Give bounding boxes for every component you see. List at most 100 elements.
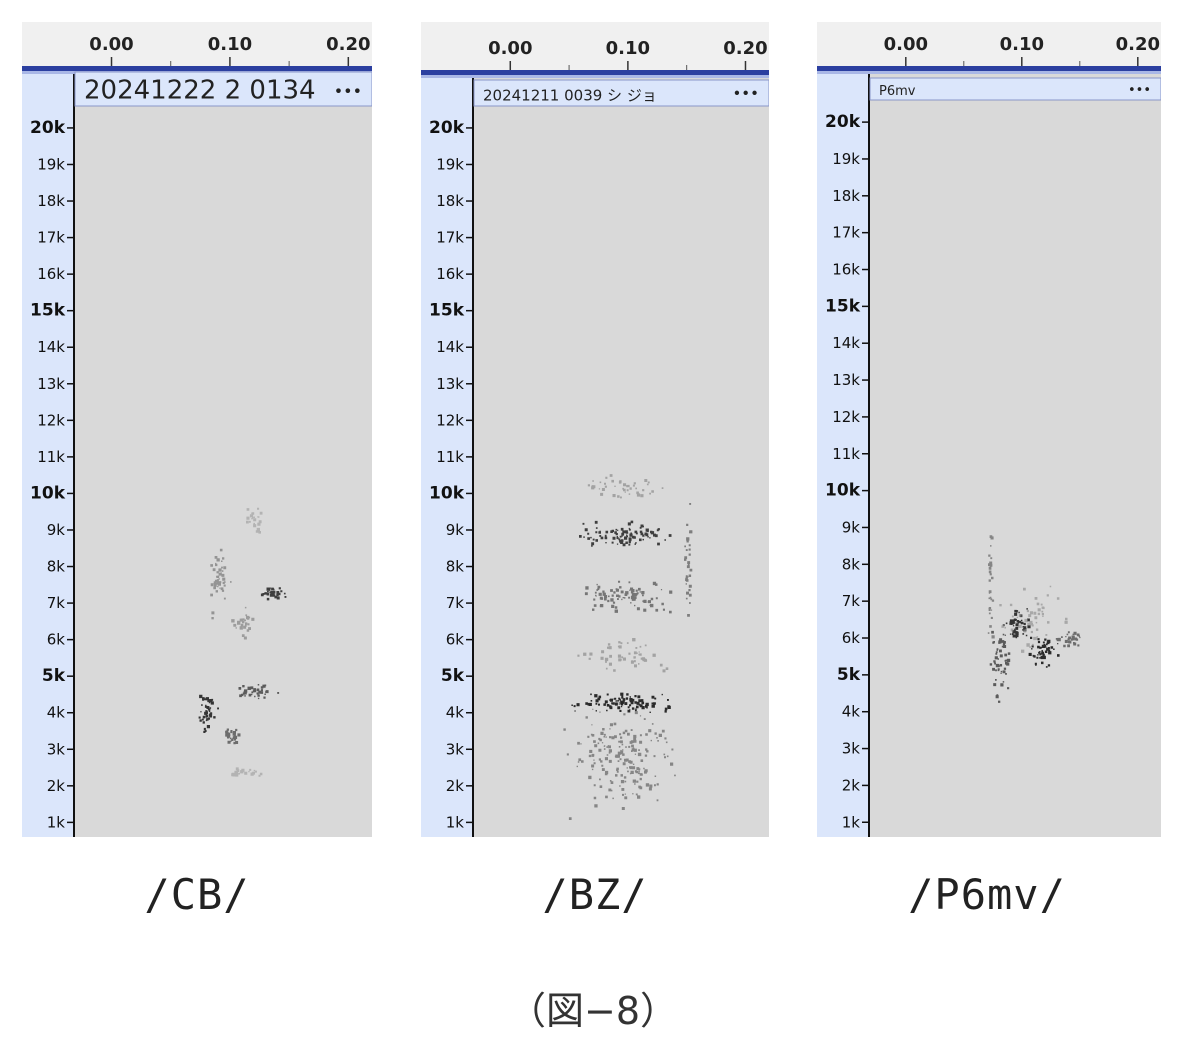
frequency-tick-label: 5k bbox=[42, 666, 66, 686]
frequency-tick-label: 2k bbox=[842, 776, 861, 794]
frequency-tick-label: 20k bbox=[429, 118, 465, 138]
frequency-axis-sidebar bbox=[817, 74, 869, 837]
energy-region bbox=[579, 520, 672, 547]
time-tick-label: 0.00 bbox=[89, 34, 133, 55]
frequency-tick-label: 6k bbox=[446, 631, 465, 649]
energy-region bbox=[246, 507, 263, 534]
frequency-tick-label: 20k bbox=[825, 112, 861, 132]
frequency-tick-label: 12k bbox=[37, 411, 65, 429]
frequency-tick-label: 11k bbox=[37, 448, 65, 466]
frequency-tick-label: 13k bbox=[832, 371, 860, 389]
track-title: P6mv bbox=[879, 84, 916, 99]
energy-region bbox=[999, 585, 1068, 653]
frequency-tick-label: 11k bbox=[436, 448, 464, 466]
track-title-bar[interactable] bbox=[869, 77, 1161, 101]
ruler-border bbox=[22, 66, 372, 71]
time-tick-label: 0.20 bbox=[723, 38, 767, 59]
frequency-tick-label: 4k bbox=[47, 704, 66, 722]
frequency-tick-label: 9k bbox=[446, 521, 465, 539]
track-title-bar[interactable] bbox=[473, 79, 769, 107]
spectrogram-background bbox=[421, 22, 769, 837]
frequency-tick-label: 15k bbox=[429, 301, 465, 321]
frequency-tick-label: 19k bbox=[37, 155, 65, 173]
frequency-tick-label: 6k bbox=[842, 629, 861, 647]
frequency-tick-label: 1k bbox=[47, 813, 66, 831]
frequency-tick-label: 16k bbox=[436, 265, 464, 283]
frequency-tick-label: 15k bbox=[825, 296, 861, 316]
track-menu-icon[interactable]: ••• bbox=[334, 81, 362, 100]
frequency-tick-label: 19k bbox=[832, 150, 860, 168]
frequency-tick-label: 13k bbox=[436, 375, 464, 393]
ruler-border bbox=[421, 70, 769, 75]
spectrogram-view: 20241222 2 0134 ••• 0.00 0.10 0.20 20k 19k 18k 1… bbox=[22, 22, 372, 837]
frequency-tick-label: 4k bbox=[842, 703, 861, 721]
spectrogram-panel-bz: 20241211 0039 シ ジョ ••• 0.00 0.10 0.20 20k 19k 1… bbox=[421, 22, 769, 837]
frequency-tick-label: 17k bbox=[832, 224, 860, 242]
frequency-tick-label: 9k bbox=[842, 518, 861, 536]
time-tick-label: 0.10 bbox=[1000, 34, 1044, 55]
frequency-tick-label: 12k bbox=[832, 408, 860, 426]
energy-region bbox=[1028, 636, 1060, 668]
ruler-border-light bbox=[817, 71, 1161, 74]
frequency-tick-label: 5k bbox=[441, 666, 465, 686]
frequency-tick-label: 17k bbox=[37, 229, 65, 247]
frequency-tick-label: 7k bbox=[47, 594, 66, 612]
frequency-tick-label: 16k bbox=[37, 265, 65, 283]
energy-region bbox=[684, 503, 693, 617]
energy-region bbox=[225, 728, 241, 745]
frequency-tick-label: 14k bbox=[37, 338, 65, 356]
frequency-tick-label: 17k bbox=[436, 229, 464, 247]
energy-region bbox=[987, 535, 995, 639]
spectrogram-view: P6mv ••• 0.00 0.10 0.20 20k 19k 18k 17k 16k 15k 14k… bbox=[817, 22, 1161, 837]
energy-region bbox=[989, 624, 1011, 703]
time-ruler bbox=[421, 22, 769, 70]
energy-region bbox=[231, 767, 263, 777]
frequency-tick-label: 14k bbox=[832, 334, 860, 352]
time-tick-label: 0.10 bbox=[606, 38, 650, 59]
ruler-border-light bbox=[421, 75, 769, 78]
time-tick-label: 0.20 bbox=[1116, 34, 1160, 55]
frequency-tick-label: 13k bbox=[37, 375, 65, 393]
track-title: 20241211 0039 シ ジョ bbox=[483, 86, 657, 104]
energy-region bbox=[198, 694, 219, 733]
frequency-tick-label: 16k bbox=[832, 261, 860, 279]
time-tick-label: 0.00 bbox=[488, 38, 532, 59]
frequency-tick-label: 12k bbox=[436, 411, 464, 429]
frequency-tick-label: 2k bbox=[47, 777, 66, 795]
frequency-tick-label: 10k bbox=[429, 483, 465, 503]
frequency-tick-label: 15k bbox=[30, 301, 66, 321]
energy-region bbox=[238, 684, 280, 700]
spectrogram-energy bbox=[563, 474, 693, 820]
frequency-tick-label: 10k bbox=[30, 483, 66, 503]
spectrogram-view: 20241211 0039 シ ジョ ••• 0.00 0.10 0.20 20k 19k 1… bbox=[421, 22, 769, 837]
spectrogram-panel-p6mv: P6mv ••• 0.00 0.10 0.20 20k 19k 18k 17k 16k 15k 14k… bbox=[817, 22, 1161, 837]
frequency-tick-label: 7k bbox=[842, 592, 861, 610]
track-menu-icon[interactable]: ••• bbox=[732, 85, 759, 103]
frequency-axis-sidebar bbox=[22, 74, 74, 837]
energy-region bbox=[587, 474, 664, 499]
track-menu-icon[interactable]: ••• bbox=[1128, 83, 1151, 98]
energy-region bbox=[571, 692, 671, 713]
energy-region bbox=[1055, 631, 1081, 648]
time-tick-label: 0.20 bbox=[326, 34, 370, 55]
frequency-tick-label: 9k bbox=[47, 521, 66, 539]
time-ruler bbox=[817, 22, 1161, 66]
frequency-tick-label: 18k bbox=[832, 187, 860, 205]
energy-region bbox=[231, 606, 255, 640]
track-title: 20241222 2 0134 bbox=[84, 76, 316, 106]
frequency-tick-label: 3k bbox=[47, 740, 66, 758]
frequency-tick-label: 18k bbox=[436, 192, 464, 210]
time-tick-label: 0.10 bbox=[208, 34, 252, 55]
panel-caption: /P6mv/ bbox=[908, 870, 1066, 919]
time-ruler bbox=[22, 22, 372, 66]
ruler-border bbox=[817, 66, 1161, 71]
track-title-bar[interactable] bbox=[74, 71, 372, 107]
time-tick-label: 0.00 bbox=[884, 34, 928, 55]
energy-region bbox=[260, 587, 287, 601]
frequency-tick-label: 10k bbox=[825, 481, 861, 501]
panel-caption: /CB/ bbox=[144, 870, 250, 919]
frequency-tick-label: 1k bbox=[842, 813, 861, 831]
spectrogram-energy bbox=[198, 507, 287, 777]
frequency-tick-label: 3k bbox=[842, 740, 861, 758]
frequency-tick-label: 1k bbox=[446, 813, 465, 831]
